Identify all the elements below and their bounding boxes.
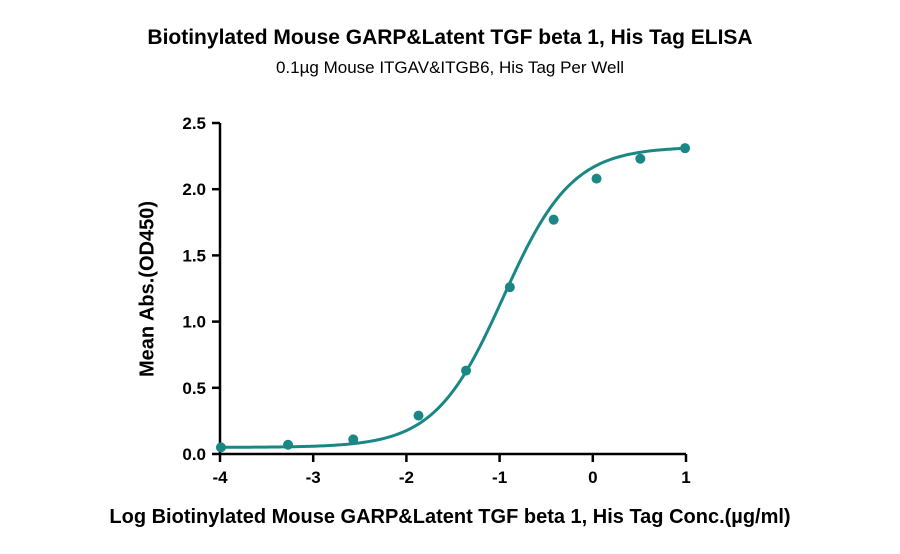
x-tick-label: -4 (212, 468, 228, 487)
data-point (348, 434, 359, 445)
data-point (680, 143, 691, 154)
x-tick-label: 1 (681, 468, 690, 487)
fit-curve-line (220, 146, 686, 449)
y-tick-label: 2.0 (182, 180, 206, 199)
data-point (283, 439, 294, 450)
y-tick-label: 1.5 (182, 246, 206, 265)
chart-title: Biotinylated Mouse GARP&Latent TGF beta … (147, 26, 753, 49)
x-tick-label: -3 (306, 468, 321, 487)
x-axis-label: Log Biotinylated Mouse GARP&Latent TGF b… (109, 506, 791, 528)
data-point (504, 282, 515, 293)
data-point (591, 173, 602, 184)
data-point (548, 214, 559, 225)
y-tick-label: 2.5 (182, 114, 206, 133)
y-tick-label: 0.0 (182, 445, 206, 464)
data-point (635, 153, 646, 164)
y-tick-label: 0.5 (182, 379, 206, 398)
x-tick-label: 0 (588, 468, 597, 487)
data-point (215, 442, 226, 453)
data-point (461, 365, 472, 376)
x-tick-label: -2 (399, 468, 414, 487)
x-tick-label: -1 (492, 468, 507, 487)
chart-subtitle: 0.1µg Mouse ITGAV&ITGB6, His Tag Per Wel… (275, 58, 625, 77)
y-tick-label: 1.0 (182, 313, 206, 332)
data-point (413, 410, 424, 421)
